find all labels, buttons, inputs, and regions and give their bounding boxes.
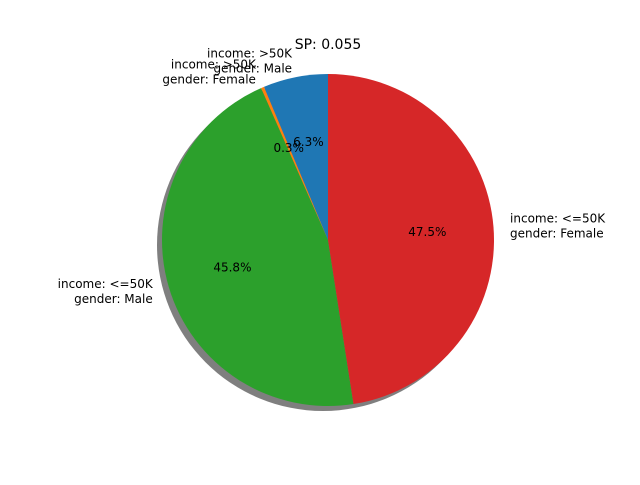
- slice-label-line: income: <=50K: [58, 277, 154, 291]
- slice-label-income-50k-gender-male: income: >50K gender: Male: [207, 46, 293, 75]
- pct-label-income-50k-gender-female: 0.3%: [273, 141, 304, 155]
- slice-label-line: gender: Male: [213, 61, 292, 75]
- pie-slice-income-50k-gender-male: [162, 88, 354, 406]
- pie-slice-income-50k-gender-male: [263, 74, 328, 240]
- pie-slice-income-50k-gender-female: [261, 86, 328, 241]
- label-layer: 6.3%income: >50K gender: Male0.3%income: …: [58, 46, 607, 305]
- slice-label-line: income: >50K: [171, 58, 257, 72]
- pie-slice-income-50k-gender-female: [328, 74, 494, 405]
- chart-title: SP: 0.055: [295, 37, 362, 53]
- slice-label-line: income: >50K: [207, 46, 293, 60]
- slice-label-income-50k-gender-male: income: <=50K gender: Male: [58, 277, 154, 306]
- slice-label-line: income: <=50K: [510, 211, 606, 225]
- slice-label-income-50k-gender-female: income: >50K gender: Female: [162, 58, 257, 87]
- slice-label-line: gender: Male: [74, 292, 153, 306]
- slice-label-line: gender: Female: [510, 226, 604, 240]
- slice-label-income-50k-gender-female: income: <=50K gender: Female: [510, 211, 606, 240]
- pct-label-income-50k-gender-male: 45.8%: [213, 260, 251, 274]
- pct-label-income-50k-gender-female: 47.5%: [408, 225, 446, 239]
- pct-label-income-50k-gender-male: 6.3%: [293, 135, 324, 149]
- slice-layer: [162, 74, 494, 406]
- slice-label-line: gender: Female: [162, 73, 256, 87]
